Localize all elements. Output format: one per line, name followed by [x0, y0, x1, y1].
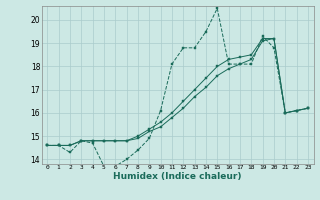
- X-axis label: Humidex (Indice chaleur): Humidex (Indice chaleur): [113, 172, 242, 181]
